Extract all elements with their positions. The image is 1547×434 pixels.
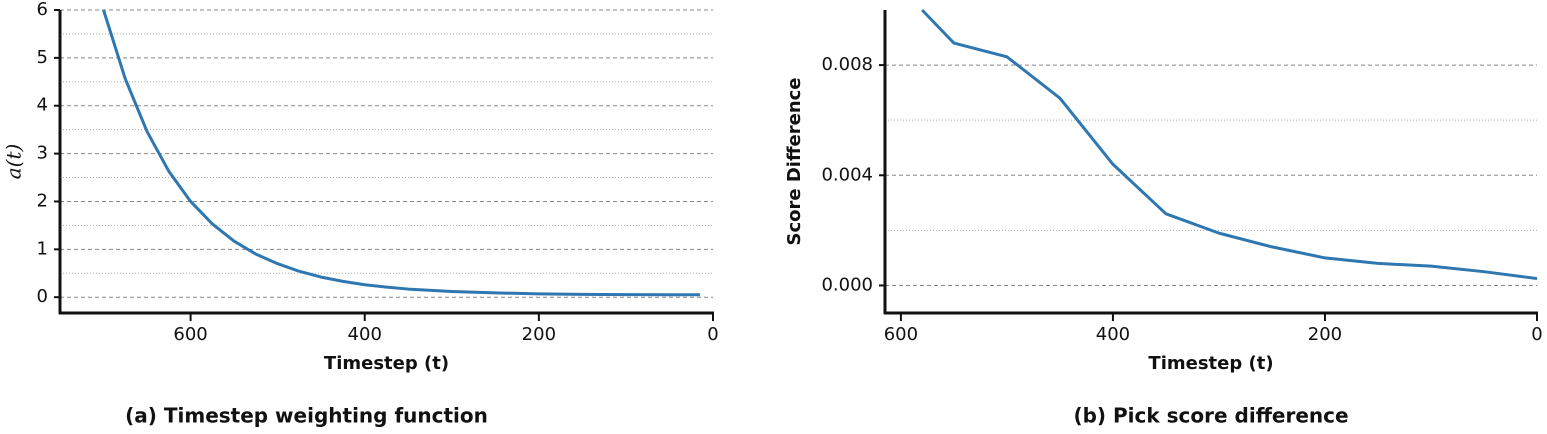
y-tick-label: 3 [37,143,48,164]
x-tick-label: 600 [884,324,918,345]
x-tick-label: 400 [1096,324,1130,345]
x-axis-label: Timestep (t) [1148,353,1273,374]
x-tick-label: 400 [348,324,382,345]
y-tick-label: 6 [37,0,48,20]
y-tick-label: 2 [37,190,48,211]
y-tick-label: 5 [37,47,48,68]
y-axis-label: Score Difference [784,77,805,245]
x-tick-label: 0 [707,324,718,345]
x-axis-label: Timestep (t) [324,353,449,374]
x-tick-label: 600 [173,324,207,345]
y-tick-label: 4 [37,95,48,116]
data-line [102,9,700,297]
y-tick-label: 0.000 [821,274,873,295]
y-tick-label: 0.008 [821,54,873,75]
y-tick-label: 1 [37,238,48,259]
caption: (a) Timestep weighting function [125,404,488,428]
caption: (b) Pick score difference [1073,404,1348,428]
y-tick-label: 0 [37,286,48,307]
data-line [921,8,1538,281]
y-axis-label: a(t) [2,144,26,180]
y-tick-label: 0.004 [821,164,873,185]
x-tick-label: 200 [522,324,556,345]
x-tick-label: 200 [1308,324,1342,345]
x-tick-label: 0 [1531,324,1542,345]
